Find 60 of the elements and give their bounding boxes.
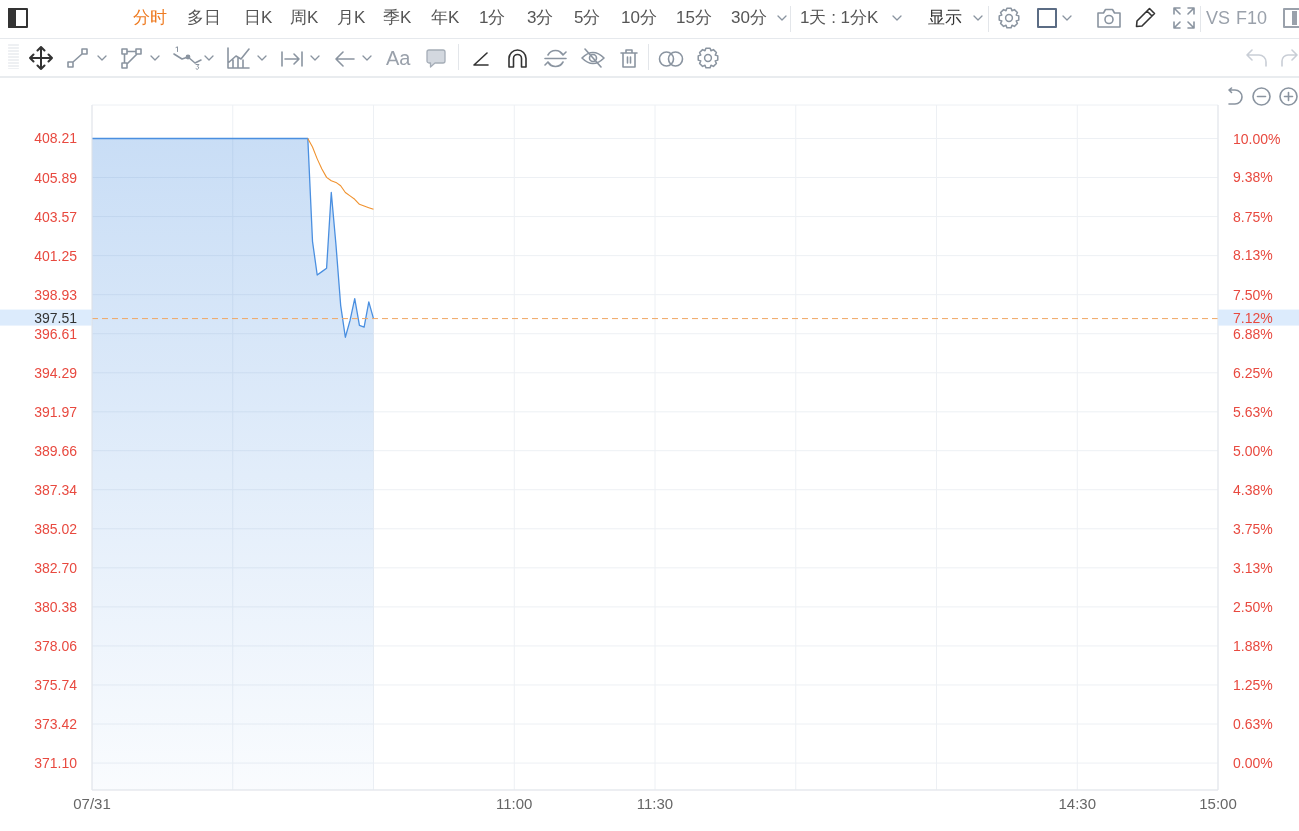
- x-tick-label: 11:30: [636, 795, 674, 813]
- line-series: [307, 137, 375, 210]
- text: 1天 : 1分K: [800, 8, 879, 28]
- y-tick-label: 375.74: [34, 676, 78, 693]
- y2-tick-label: 5.00%: [1233, 442, 1273, 459]
- y-tick-label: 396.61: [34, 325, 78, 342]
- text: 30分: [731, 8, 767, 28]
- y-tick-label: 385.02: [34, 520, 78, 537]
- y2-tick-label: 0.00%: [1233, 755, 1273, 772]
- x-tick-label: 11:00: [496, 795, 533, 813]
- text: 分时: [133, 8, 167, 28]
- y2-tick-label: 8.75%: [1233, 208, 1273, 225]
- y-tick-label: 408.21: [34, 130, 78, 147]
- text: 周K: [290, 8, 319, 28]
- y2-tick-label: 3.13%: [1233, 559, 1273, 576]
- text: Aa: [386, 46, 411, 70]
- y-tick-label: 398.93: [34, 286, 78, 303]
- y-tick-label: 387.34: [34, 481, 78, 498]
- y-tick-label: 378.06: [34, 637, 78, 654]
- y2-tick-label: 7.50%: [1233, 286, 1273, 303]
- y-tick-label: 373.42: [34, 715, 78, 732]
- y-tick-label: 389.66: [34, 442, 78, 459]
- y2-tick-label: 1.88%: [1233, 637, 1273, 654]
- y2-tick-label: 1.25%: [1233, 677, 1273, 694]
- text: 月K: [337, 8, 366, 28]
- text: 季K: [383, 8, 412, 28]
- y-tick-label: 403.57: [34, 208, 78, 225]
- x-tick-label: 07/31: [73, 795, 111, 813]
- text: 15分: [676, 8, 712, 28]
- text: 3分: [527, 8, 554, 28]
- text: 1分: [479, 8, 506, 28]
- ref-line-label: 397.51: [34, 309, 78, 326]
- y2-tick-label: 4.38%: [1233, 481, 1273, 498]
- text: VS: [1206, 7, 1231, 29]
- text: F10: [1236, 7, 1268, 29]
- y-tick-label: 401.25: [34, 247, 78, 264]
- y2-tick-label: 6.88%: [1233, 325, 1273, 342]
- text: 显示: [928, 8, 962, 28]
- y-tick-label: 380.38: [34, 598, 78, 615]
- y2-tick-label: 6.25%: [1233, 364, 1273, 381]
- x-tick-label: 14:30: [1058, 795, 1097, 813]
- text: 日K: [244, 8, 273, 28]
- y2-tick-label: 8.13%: [1233, 247, 1273, 264]
- y-tick-label: 371.10: [34, 755, 78, 772]
- text: 多日: [187, 8, 221, 28]
- y2-tick-label: 0.63%: [1233, 715, 1273, 732]
- text: 10分: [621, 8, 657, 28]
- x-tick-label: 15:00: [1199, 795, 1237, 813]
- y2-tick-label: 9.38%: [1233, 169, 1273, 186]
- y-tick-label: 391.97: [34, 403, 78, 420]
- y2-tick-label: 2.50%: [1233, 599, 1273, 616]
- y-tick-label: 382.70: [34, 559, 78, 576]
- text: 年K: [431, 8, 460, 28]
- y2-tick-label: 5.63%: [1233, 403, 1273, 420]
- text: 7.12%: [1233, 309, 1273, 326]
- y2-tick-label: 10.00%: [1233, 130, 1281, 147]
- y-tick-label: 394.29: [34, 364, 78, 381]
- y-tick-label: 405.89: [34, 169, 78, 186]
- y2-tick-label: 3.75%: [1233, 520, 1273, 537]
- text: 5分: [574, 8, 601, 28]
